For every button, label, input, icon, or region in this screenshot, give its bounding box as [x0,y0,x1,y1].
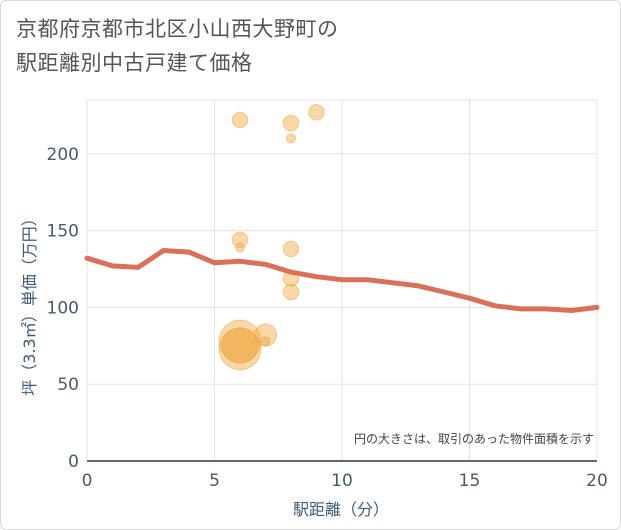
bubble-layer [218,103,325,371]
line-layer [84,248,600,313]
bubble-point [231,231,249,249]
x-tick-label: 20 [586,471,608,491]
y-tick-label: 0 [68,452,79,472]
x-tick-label: 15 [459,471,481,491]
average-price-line [84,248,600,313]
y-tick-label: 50 [57,375,79,395]
x-tick-label: 10 [331,471,353,491]
chart-title: 京都府京都市北区小山西大野町の 駅距離別中古戸建て価格 [16,12,339,80]
y-axis-label: 坪（3.3㎡）単価（万円） [20,210,39,395]
bubble-point [282,114,300,132]
x-tick-label: 5 [209,471,220,491]
bubble-point [231,111,249,129]
bubble-point [308,103,325,121]
bubble-point [260,336,271,347]
bubble-point [282,283,300,301]
bubble-point [282,240,300,258]
y-tick-label: 200 [47,145,79,165]
chart-title-line1: 京都府京都市北区小山西大野町の [16,17,339,41]
bubble-point [218,327,262,371]
bubble-size-note: 円の大きさは、取引のあった物件面積を示す [354,431,594,446]
bubble-point [286,133,296,144]
x-axis-label: 駅距離（分） [293,500,389,519]
chart-title-line2: 駅距離別中古戸建て価格 [16,51,253,75]
x-tick-label: 0 [82,471,93,491]
y-tick-label: 150 [47,222,79,242]
bubble-point [235,242,245,253]
y-tick-label: 100 [47,298,79,318]
